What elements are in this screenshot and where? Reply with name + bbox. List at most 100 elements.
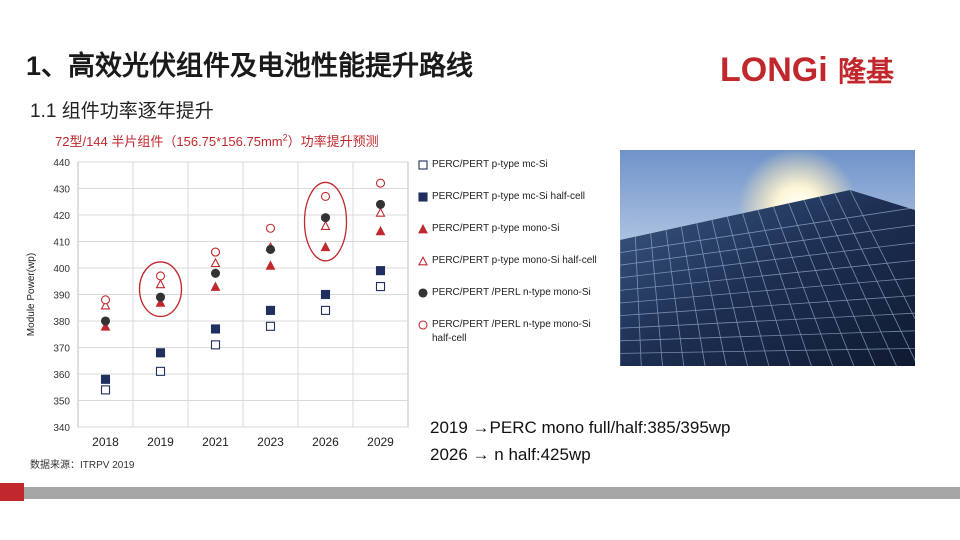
logo-cn-text: 隆基 [838,55,894,88]
data-point [100,300,111,310]
data-point [320,220,331,230]
y-tick-label: 430 [53,185,70,196]
data-point [320,241,331,252]
footer-grey-bar [24,487,960,499]
data-point [210,257,221,268]
footer-red-block [0,483,24,501]
longi-logo: LONGi 隆基 [720,51,894,88]
footer-bar [0,483,960,501]
legend-label: PERC/PERT p-type mc-Si half-cell [432,191,586,202]
marks-layer [100,178,386,395]
legend-label: PERC/PERT /PERL n-type mono-Si [432,287,591,298]
panel-line [788,203,855,366]
logo-text: LONGi [720,51,828,88]
y-tick-label: 440 [53,158,70,169]
legend-marker [418,160,428,170]
data-point [320,305,331,315]
grid-layer [77,161,409,428]
y-tick-label: 420 [53,211,70,222]
data-point [210,340,221,350]
legend-marker-shape [418,160,428,170]
legend-marker-shape [418,192,428,202]
panel-line [620,295,915,316]
chart-title-main: 72型/144 半片组件（156.75*156.75mm [55,134,283,149]
data-point [375,282,386,292]
y-tick-label: 360 [53,370,70,381]
data-point [210,281,221,291]
data-point [320,191,331,202]
highlight-ellipse-2026 [303,181,348,262]
panel-line [620,224,915,266]
highlight-layer [138,181,348,318]
legend-label: PERC/PERT p-type mono-Si [432,223,560,234]
panel-line [818,196,897,366]
data-point [100,321,111,331]
panel-line [757,209,812,366]
solar-panel-photo [620,150,915,366]
data-point [265,260,276,270]
panel-line [696,223,727,366]
panel-line [834,193,915,362]
panel-line [726,216,770,366]
legend-marker [418,288,428,298]
data-point [155,292,166,302]
data-point [320,213,331,223]
legend-label: PERC/PERT /PERL n-type mono-Si half-cell [432,319,591,344]
panel-line [620,348,915,354]
panel-line [772,206,834,366]
legend-marker [418,256,428,266]
y-axis-label: Module Power(wp) [26,253,37,336]
data-point [100,385,111,395]
data-point [210,324,221,334]
data-point [375,199,386,209]
data-point [375,225,386,236]
y-tick-label: 410 [53,238,70,249]
data-point [375,178,386,188]
data-point [265,321,276,331]
x-tick-label: 2029 [367,435,394,449]
data-point [155,348,166,358]
legend-label: PERC/PERT p-type mono-Si half-cell [432,255,597,266]
y-tick-label: 400 [53,264,70,275]
data-point [265,305,276,315]
panel-line [620,330,915,342]
chart-title: 72型/144 半片组件（156.75*156.75mm2）功率提升预测 [55,131,379,150]
x-tick-label: 2023 [257,435,284,449]
data-point [155,278,166,289]
panel-line [849,189,915,320]
axis-layer: 340 350 360 370 380 390 400 410 420 430 440 2018 201… [26,158,394,449]
legend-marker-shape [418,256,428,266]
legend-marker [418,192,428,202]
panel-line [620,312,915,329]
panel-line [742,213,791,366]
x-tick-label: 2018 [92,435,119,449]
panel-line [803,199,876,366]
data-point [265,244,276,254]
x-tick-label: 2026 [312,435,339,449]
panel-line [680,226,706,366]
page-title: 1、高效光伏组件及电池性能提升路线 [26,51,474,81]
legend-label: PERC/PERT p-type mc-Si [432,159,548,170]
data-point [100,374,111,384]
note-2019: 2019 →PERC mono full/half:385/395wp [430,418,731,437]
section-subtitle: 1.1 组件功率逐年提升 [30,101,214,122]
scatter-chart: 340 350 360 370 380 390 400 410 420 430 440 2018 201… [26,158,409,449]
data-point [155,366,166,376]
data-point [265,223,276,233]
highlight-ellipse-2019 [138,261,183,318]
data-point [100,316,111,326]
data-point [155,297,166,307]
data-point [155,271,166,281]
y-tick-label: 380 [53,317,70,328]
panel-line [620,207,915,253]
y-tick-label: 390 [53,291,70,302]
data-source: 数据来源：ITRPV 2019 [30,460,135,471]
x-tick-label: 2021 [202,435,229,449]
data-point [210,247,221,257]
panel-line [711,219,748,366]
panel-line [620,277,915,304]
y-tick-label: 350 [53,397,70,408]
x-tick-label: 2019 [147,435,174,449]
chart-title-end: ）功率提升预测 [287,134,379,149]
y-tick-label: 370 [53,344,70,355]
